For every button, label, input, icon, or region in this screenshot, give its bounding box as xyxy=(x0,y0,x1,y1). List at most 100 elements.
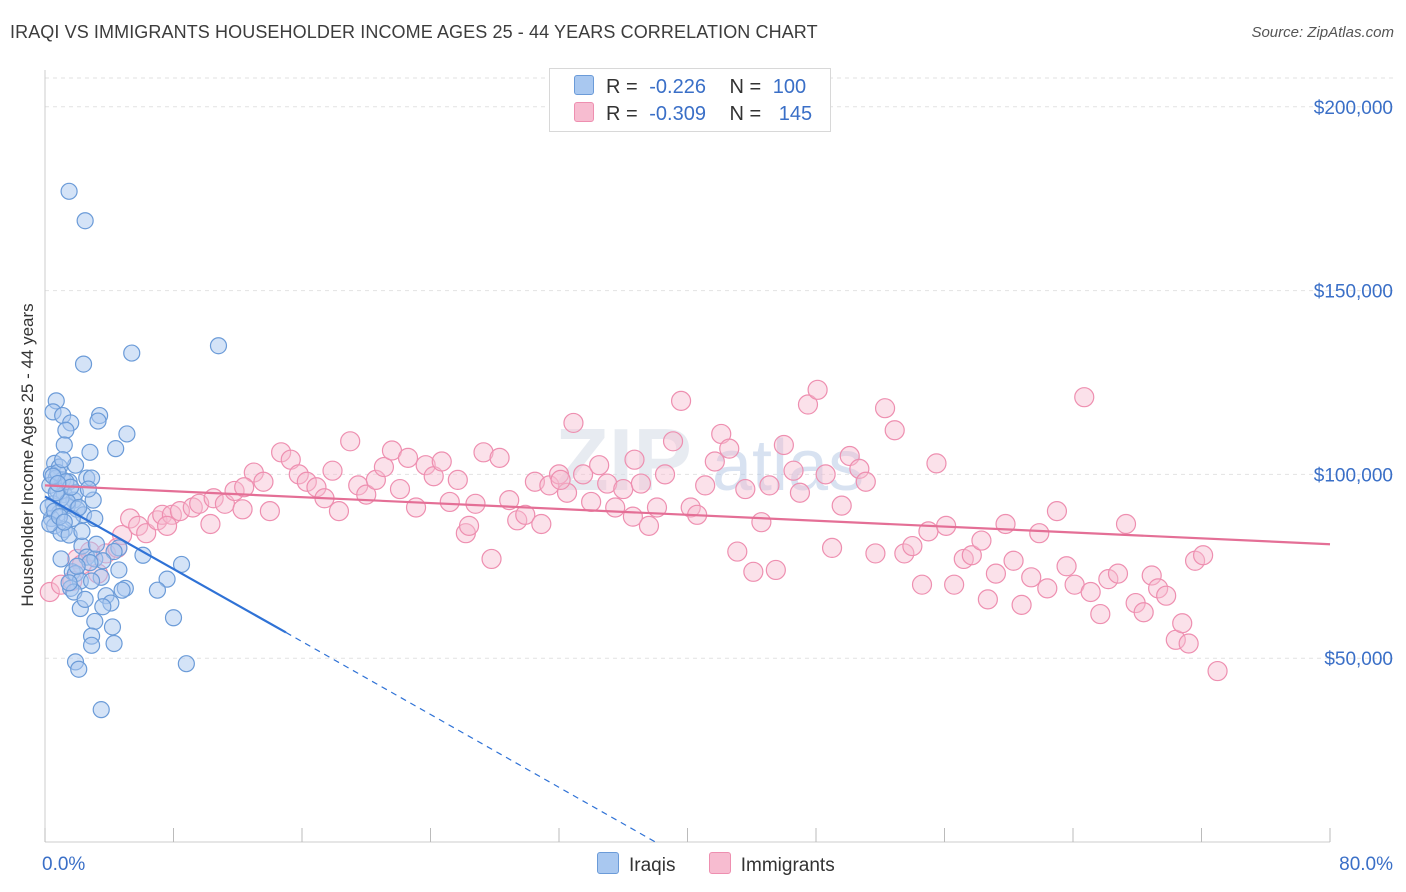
chart-title: IRAQI VS IMMIGRANTS HOUSEHOLDER INCOME A… xyxy=(10,22,818,42)
immigrants-point xyxy=(1011,594,1032,615)
immigrants-n-value: 145 xyxy=(778,103,813,125)
immigrants-point xyxy=(1141,565,1162,586)
immigrants-point xyxy=(765,559,786,581)
immigrants-point xyxy=(481,548,502,570)
immigrants-point xyxy=(328,501,350,522)
immigrants-point xyxy=(473,442,494,463)
series-legend: Iraqis Immigrants xyxy=(597,852,863,877)
immigrants-point xyxy=(773,434,794,456)
immigrants-point xyxy=(136,523,157,544)
iraqis-point xyxy=(55,436,73,454)
immigrants-point xyxy=(259,501,280,522)
iraqis-point xyxy=(81,443,99,461)
immigrants-point xyxy=(1115,513,1137,535)
immigrants-r-value: -0.309 xyxy=(649,103,706,125)
iraqis-point xyxy=(209,337,228,355)
immigrants-point xyxy=(670,390,692,411)
legend-item-immigrants: Immigrants xyxy=(708,852,835,877)
immigrants-point xyxy=(389,478,411,500)
y-axis-label: Householder Income Ages 25 - 44 years xyxy=(18,303,37,606)
immigrants-point xyxy=(563,412,584,434)
iraqis-point xyxy=(113,581,131,599)
immigrants-point xyxy=(1074,387,1095,408)
immigrants-point xyxy=(695,475,716,496)
immigrants-point xyxy=(439,491,460,513)
immigrants-swatch xyxy=(574,102,594,122)
watermark-atlas: atlas xyxy=(712,426,864,506)
immigrants-point xyxy=(759,475,780,496)
immigrants-point xyxy=(789,482,811,503)
legend-row-iraqis: R = -0.226 N = 100 xyxy=(574,75,806,101)
iraqis-point xyxy=(105,542,123,561)
iraqis-point xyxy=(123,344,141,362)
immigrants-point xyxy=(821,537,843,559)
iraqis-point xyxy=(94,598,112,616)
trend-lines xyxy=(44,484,1331,843)
immigrants-point xyxy=(296,471,317,492)
iraqis-point xyxy=(103,618,122,636)
immigrants-point xyxy=(447,469,468,490)
iraqis-point xyxy=(52,550,70,568)
iraqis-point xyxy=(55,513,73,531)
iraqis-point xyxy=(60,574,78,592)
immigrants-point xyxy=(397,447,419,468)
immigrants-point xyxy=(365,469,386,490)
x-tick-label-max: 80.0% xyxy=(1339,854,1393,875)
immigrants-r-label: R = xyxy=(606,103,638,125)
immigrants-point xyxy=(1056,556,1077,577)
immigrants-point xyxy=(902,535,923,557)
immigrants-point xyxy=(340,431,361,452)
iraqis-point xyxy=(105,634,123,653)
immigrants-point xyxy=(719,438,740,459)
iraqis-point xyxy=(76,212,94,230)
immigrants-point xyxy=(605,497,626,518)
immigrants-point xyxy=(831,495,852,516)
immigrants-point xyxy=(581,491,602,513)
iraqis-trend-extension xyxy=(285,631,656,843)
iraqis-point xyxy=(79,480,97,498)
iraqis-point xyxy=(164,609,183,627)
iraqis-point xyxy=(73,522,91,540)
immigrants-point xyxy=(654,464,676,485)
iraqis-legend-label: Iraqis xyxy=(629,855,676,876)
immigrants-point xyxy=(630,473,652,494)
immigrants-point xyxy=(849,458,870,479)
immigrants-point xyxy=(1098,569,1119,590)
immigrants-point xyxy=(405,497,427,518)
iraqis-point xyxy=(60,182,78,200)
immigrants-point xyxy=(232,499,253,520)
immigrants-point xyxy=(807,379,828,400)
immigrants-point xyxy=(751,512,772,533)
immigrants-point xyxy=(961,545,982,566)
immigrants-point xyxy=(874,398,896,419)
immigrants-point xyxy=(1156,585,1177,606)
immigrants-point xyxy=(971,530,992,551)
iraqis-n-label: N = xyxy=(729,76,762,98)
iraqis-point xyxy=(87,535,106,553)
immigrants-point xyxy=(1080,581,1101,603)
immigrants-point xyxy=(1021,567,1042,588)
x-tick-label-min: 0.0% xyxy=(42,854,85,875)
immigrants-point xyxy=(855,471,876,492)
immigrants-point xyxy=(1046,501,1068,522)
immigrants-point xyxy=(911,574,933,595)
iraqis-point xyxy=(110,561,128,579)
immigrants-point xyxy=(1207,660,1228,682)
immigrants-point xyxy=(156,515,178,536)
immigrants-point xyxy=(977,589,998,610)
watermark-zip: ZIP xyxy=(555,410,692,509)
iraqis-point xyxy=(76,590,94,608)
immigrants-point xyxy=(894,543,915,564)
immigrants-point xyxy=(200,513,221,535)
immigrants-legend-swatch xyxy=(708,852,731,874)
tick-labels: $50,000 $100,000 $150,000 $200,000 0.0% 80.0% xyxy=(42,98,1393,875)
legend-row-immigrants: R = -0.309 N = 145 xyxy=(574,102,812,128)
iraqis-swatch xyxy=(574,75,594,95)
immigrants-point xyxy=(704,451,725,472)
immigrants-point xyxy=(926,453,947,474)
immigrants-point xyxy=(373,456,395,478)
immigrants-point xyxy=(613,478,634,500)
immigrants-point xyxy=(431,451,452,472)
immigrants-point xyxy=(597,473,618,494)
